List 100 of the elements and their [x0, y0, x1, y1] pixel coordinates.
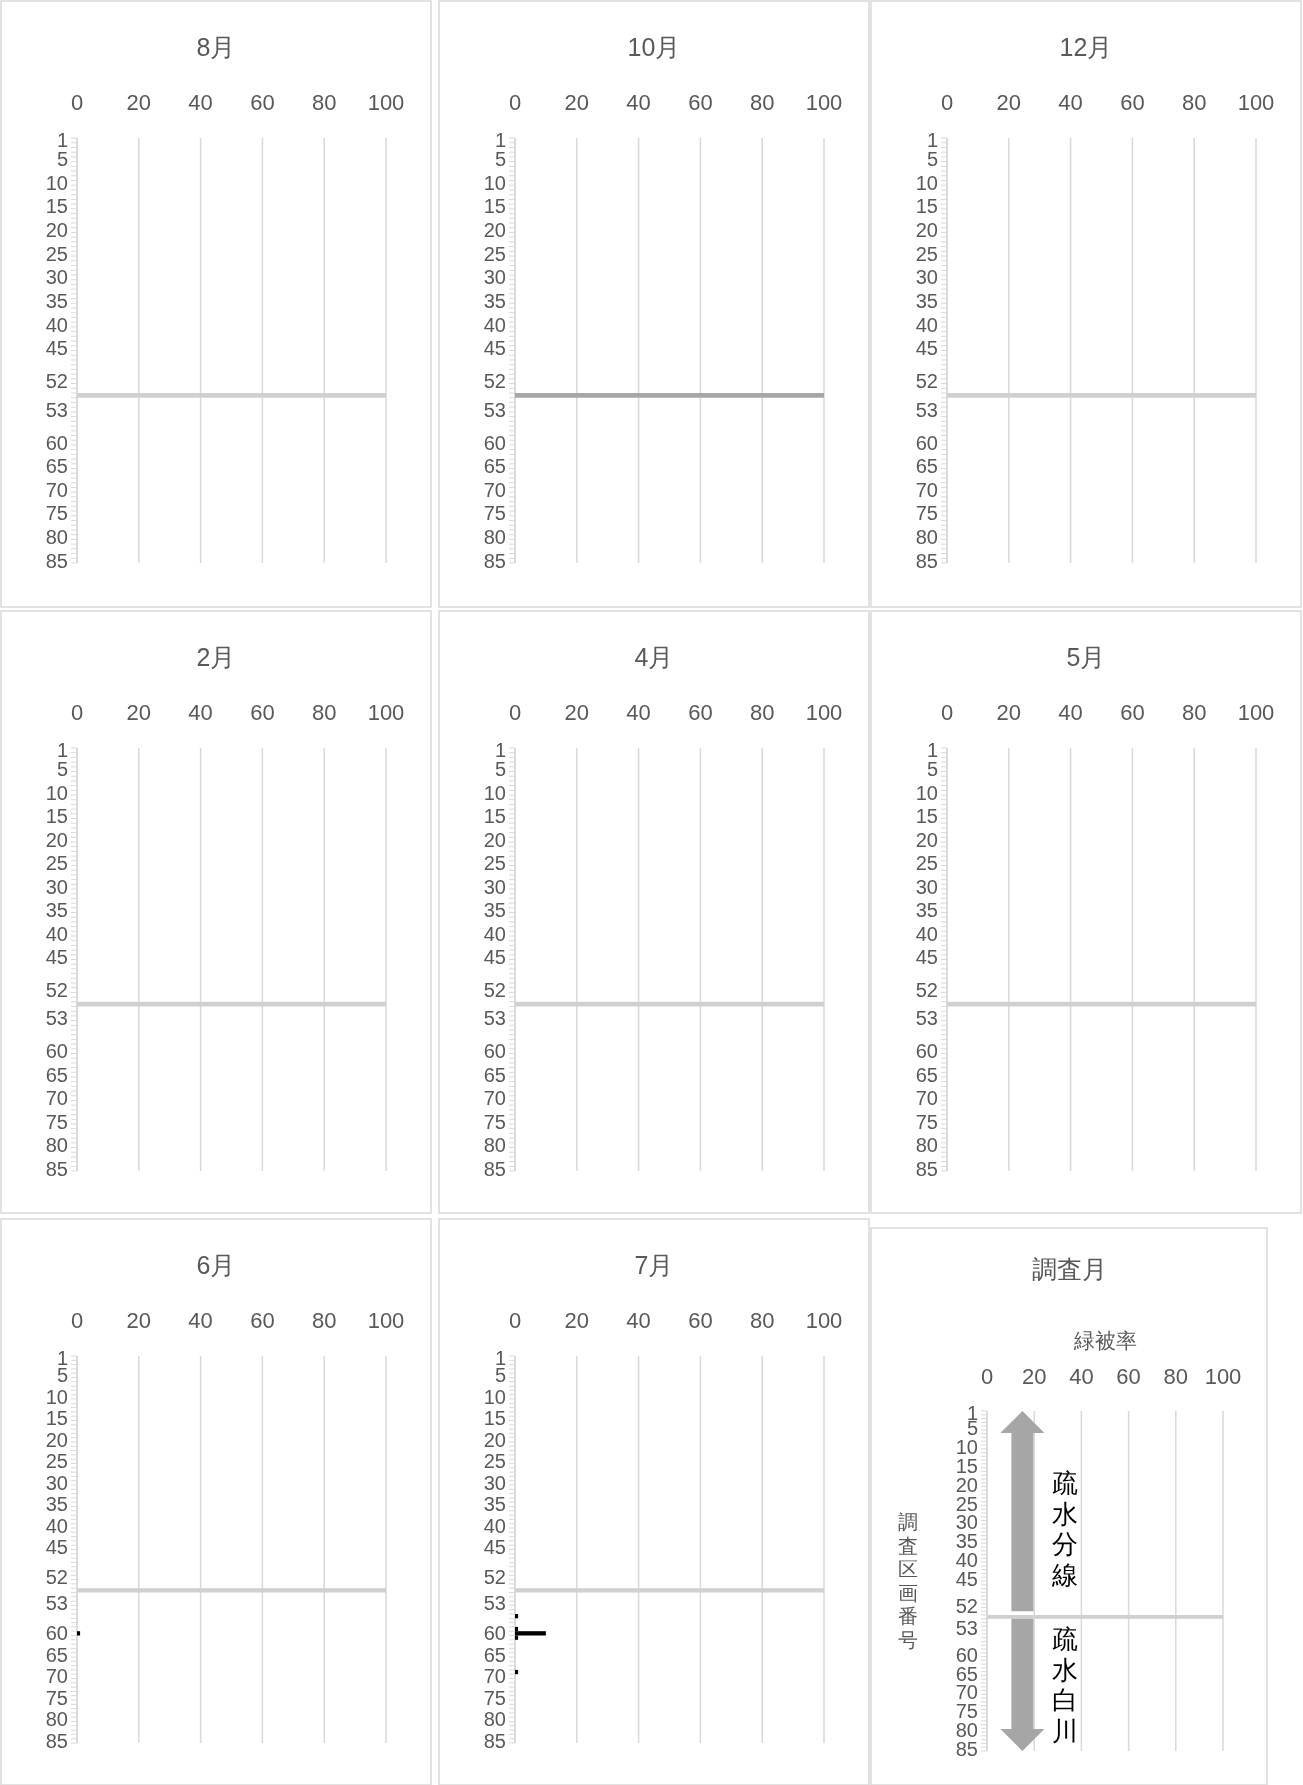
x-tick-label: 100: [805, 699, 843, 725]
y-tick-label: 80: [45, 1134, 68, 1157]
y-tick-label: 45: [45, 337, 68, 360]
x-tick-label: 20: [126, 89, 152, 115]
y-tick-label: 35: [483, 289, 506, 312]
y-tick-label: 30: [483, 875, 506, 898]
x-tick-label: 20: [564, 89, 590, 115]
y-tick-label: 52: [915, 979, 938, 1002]
y-tick-label: 40: [45, 1514, 68, 1537]
y-tick-label: 40: [915, 313, 938, 336]
y-tick-label: 20: [915, 219, 938, 242]
y-tick-label: 20: [483, 219, 506, 242]
x-tick-label: 0: [70, 89, 84, 115]
y-tick-label: 30: [483, 266, 506, 289]
y-tick-label: 45: [45, 1536, 68, 1559]
y-tick-label: 75: [483, 1686, 506, 1709]
x-tick-label: 40: [188, 699, 213, 725]
y-tick-label: 53: [45, 398, 68, 421]
y-tick-label: 40: [45, 922, 68, 945]
y-tick-label: 35: [483, 899, 506, 922]
x-tick-label: 0: [508, 89, 522, 115]
y-tick-label: 10: [915, 171, 938, 194]
y-tick-label: 80: [483, 1134, 506, 1157]
y-tick-label: 85: [483, 1157, 506, 1180]
x-tick-label: 100: [805, 1307, 843, 1333]
y-tick-label: 75: [915, 1110, 938, 1133]
x-tick-label: 100: [1237, 89, 1275, 115]
y-tick-label: 65: [483, 455, 506, 478]
y-tick-label: 53: [483, 398, 506, 421]
y-tick-label: 75: [915, 502, 938, 525]
y-tick-label: 45: [483, 337, 506, 360]
y-tick-label: 45: [915, 946, 938, 969]
y-tick-label: 53: [45, 1592, 68, 1615]
chart-title: 7月: [634, 1251, 674, 1279]
y-tick-label: 53: [483, 1007, 506, 1030]
x-tick-label: 80: [749, 1307, 775, 1333]
x-tick-label: 0: [508, 1307, 522, 1333]
bar: [515, 1631, 546, 1636]
y-tick-label: 53: [955, 1617, 978, 1640]
y-tick-label: 70: [45, 478, 68, 501]
y-tick-label: 60: [483, 431, 506, 454]
y-tick-label: 10: [483, 171, 506, 194]
bar: [515, 1669, 519, 1675]
y-tick-label: 80: [45, 1708, 68, 1731]
x-tick-label: 80: [1163, 1363, 1189, 1389]
y-tick-label: 15: [45, 195, 68, 218]
y-tick-label: 52: [45, 370, 68, 393]
x-tick-label: 80: [749, 89, 775, 115]
x-tick-label: 100: [1237, 699, 1275, 725]
x-tick-label: 60: [1120, 699, 1145, 725]
x-tick-label: 60: [250, 89, 275, 115]
y-tick-label: 65: [483, 1643, 506, 1666]
y-tick-label: 52: [483, 979, 506, 1002]
y-tick-label: 75: [483, 502, 506, 525]
y-tick-label: 75: [45, 1110, 68, 1133]
y-tick-label: 30: [45, 875, 68, 898]
chart-title: 4月: [634, 643, 674, 671]
y-tick-label: 20: [45, 219, 68, 242]
y-tick-label: 75: [45, 502, 68, 525]
y-axis-title: 調査区画番号: [898, 1511, 918, 1651]
x-tick-label: 40: [626, 1307, 651, 1333]
y-tick-label: 65: [915, 455, 938, 478]
y-tick-label: 85: [483, 1729, 506, 1752]
x-tick-label: 40: [1058, 89, 1083, 115]
x-tick-label: 100: [1204, 1363, 1242, 1389]
x-tick-label: 40: [626, 699, 651, 725]
x-tick-label: 0: [940, 699, 954, 725]
y-tick-label: 45: [45, 946, 68, 969]
chart-title: 12月: [1059, 33, 1113, 61]
y-tick-label: 85: [915, 1157, 938, 1180]
y-tick-label: 53: [483, 1592, 506, 1615]
y-tick-label: 40: [915, 922, 938, 945]
chart-title: 5月: [1066, 643, 1106, 671]
y-tick-label: 35: [915, 899, 938, 922]
x-tick-label: 60: [1120, 89, 1145, 115]
y-tick-label: 75: [45, 1686, 68, 1709]
y-tick-label: 60: [915, 431, 938, 454]
x-tick-label: 80: [311, 1307, 337, 1333]
bar: [515, 1614, 519, 1619]
y-tick-label: 65: [45, 1643, 68, 1666]
y-tick-label: 20: [483, 828, 506, 851]
x-tick-label: 60: [250, 1307, 275, 1333]
x-tick-label: 20: [126, 1307, 152, 1333]
y-tick-label: 5: [494, 1364, 506, 1387]
x-tick-label: 60: [688, 1307, 713, 1333]
y-tick-label: 40: [45, 313, 68, 336]
y-tick-label: 40: [483, 313, 506, 336]
y-tick-label: 70: [915, 478, 938, 501]
y-tick-label: 25: [483, 242, 506, 265]
y-tick-label: 10: [915, 781, 938, 804]
y-tick-label: 80: [483, 526, 506, 549]
x-tick-label: 100: [367, 699, 405, 725]
y-tick-label: 15: [45, 1407, 68, 1430]
y-tick-label: 30: [483, 1471, 506, 1494]
y-tick-label: 25: [45, 852, 68, 875]
y-tick-label: 20: [483, 1428, 506, 1451]
y-tick-label: 25: [915, 852, 938, 875]
y-tick-label: 10: [483, 1385, 506, 1408]
y-tick-label: 85: [45, 549, 68, 572]
y-tick-label: 35: [45, 1493, 68, 1516]
